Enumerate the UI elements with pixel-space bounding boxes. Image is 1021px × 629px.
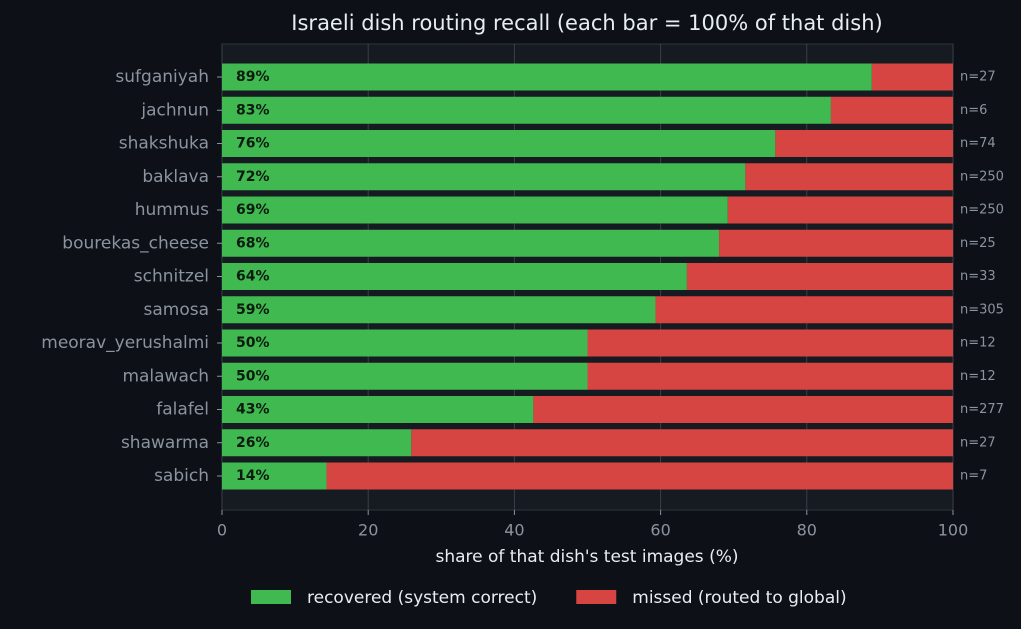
y-tick-label: sabich bbox=[154, 466, 209, 486]
bar-segment bbox=[686, 263, 953, 290]
bar-segment bbox=[871, 63, 953, 91]
value-label: 59% bbox=[236, 302, 270, 318]
y-tick-label: jachnun bbox=[140, 100, 209, 120]
value-label: 83% bbox=[236, 102, 270, 118]
legend-label: recovered (system correct) bbox=[307, 588, 537, 608]
bar-segment bbox=[222, 296, 656, 324]
x-axis-label: share of that dish's test images (%) bbox=[435, 547, 738, 567]
y-tick-label: malawach bbox=[122, 366, 209, 386]
value-label: 43% bbox=[236, 402, 270, 418]
value-label: 14% bbox=[236, 468, 270, 484]
bar-segment bbox=[222, 196, 728, 224]
bar-segment bbox=[587, 362, 953, 390]
x-tick-label: 20 bbox=[358, 521, 378, 540]
count-label: n=250 bbox=[960, 169, 1004, 184]
value-label: 26% bbox=[236, 435, 270, 451]
x-tick-label: 100 bbox=[938, 521, 969, 540]
bar-segment bbox=[727, 196, 953, 224]
bar-segment bbox=[411, 429, 954, 457]
y-tick-label: shawarma bbox=[121, 433, 209, 453]
y-tick-label: samosa bbox=[143, 300, 209, 320]
bar-segment bbox=[222, 329, 588, 357]
y-tick-label: hummus bbox=[135, 200, 209, 220]
count-label: n=33 bbox=[960, 269, 996, 284]
count-label: n=74 bbox=[960, 136, 996, 151]
value-label: 89% bbox=[236, 69, 270, 85]
value-label: 69% bbox=[236, 202, 270, 218]
bar-segment bbox=[222, 96, 831, 124]
y-tick-label: baklava bbox=[142, 167, 209, 187]
bar-segment bbox=[326, 462, 954, 490]
count-label: n=277 bbox=[960, 402, 1004, 417]
bar-segment bbox=[222, 63, 872, 91]
y-tick-label: bourekas_cheese bbox=[62, 233, 209, 253]
legend-swatch bbox=[576, 590, 617, 604]
count-label: n=250 bbox=[960, 203, 1004, 218]
bar-segment bbox=[719, 229, 953, 257]
value-label: 72% bbox=[236, 169, 270, 185]
x-tick-label: 80 bbox=[797, 521, 817, 540]
value-label: 76% bbox=[236, 136, 270, 152]
bar-segment bbox=[587, 329, 953, 357]
value-label: 50% bbox=[236, 335, 270, 351]
bar-segment bbox=[775, 130, 953, 157]
x-tick-label: 40 bbox=[504, 521, 524, 540]
count-label: n=27 bbox=[960, 70, 996, 85]
bar-segment bbox=[655, 296, 953, 324]
bar-segment bbox=[745, 163, 953, 191]
bar-segment bbox=[222, 462, 327, 490]
count-label: n=12 bbox=[960, 369, 996, 384]
count-label: n=305 bbox=[960, 302, 1004, 317]
count-label: n=7 bbox=[960, 469, 987, 484]
bar-segment bbox=[222, 163, 746, 191]
value-label: 64% bbox=[236, 269, 270, 285]
bar-segment bbox=[222, 429, 412, 457]
bar-segment bbox=[222, 263, 687, 290]
legend-label: missed (routed to global) bbox=[632, 588, 846, 608]
count-label: n=6 bbox=[960, 103, 987, 118]
value-label: 50% bbox=[236, 368, 270, 384]
bar-segment bbox=[222, 396, 534, 423]
y-tick-label: sufganiyah bbox=[115, 67, 209, 87]
bar-segment bbox=[222, 229, 720, 257]
count-label: n=27 bbox=[960, 435, 996, 450]
bar-segment bbox=[222, 130, 776, 157]
x-tick-label: 0 bbox=[217, 521, 227, 540]
bar-segment bbox=[222, 362, 588, 390]
count-label: n=25 bbox=[960, 236, 996, 251]
y-tick-label: schnitzel bbox=[134, 267, 209, 287]
bar-segment bbox=[533, 396, 953, 423]
y-tick-label: meorav_yerushalmi bbox=[41, 333, 209, 353]
bar-segment bbox=[830, 96, 953, 124]
count-label: n=12 bbox=[960, 336, 996, 351]
legend-swatch bbox=[251, 590, 291, 604]
y-tick-label: shakshuka bbox=[119, 134, 209, 154]
y-tick-label: falafel bbox=[156, 400, 209, 420]
x-tick-label: 60 bbox=[650, 521, 670, 540]
value-label: 68% bbox=[236, 235, 270, 251]
chart-title: Israeli dish routing recall (each bar = … bbox=[291, 11, 882, 35]
